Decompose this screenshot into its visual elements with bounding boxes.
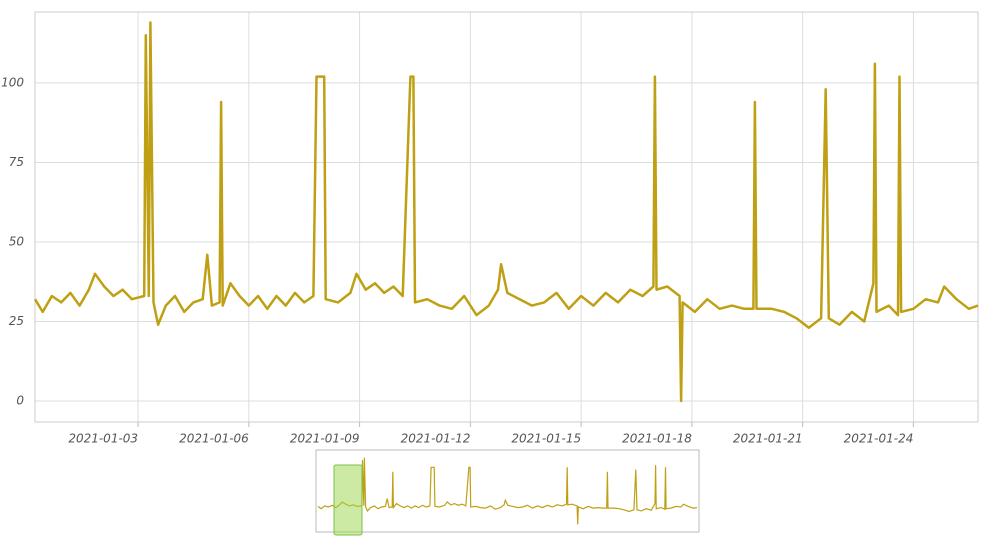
y-tick-label: 0 bbox=[16, 394, 24, 408]
x-tick-label: 2021-01-21 bbox=[733, 432, 803, 446]
y-tick-label: 75 bbox=[9, 155, 24, 169]
x-tick-label: 2021-01-12 bbox=[401, 432, 471, 446]
x-tick-label: 2021-01-15 bbox=[511, 432, 581, 446]
navigator bbox=[317, 457, 698, 525]
navigator-window[interactable] bbox=[333, 464, 363, 536]
x-tick-label: 2021-01-09 bbox=[290, 432, 360, 446]
y-tick-label: 25 bbox=[9, 314, 24, 328]
x-tick-label: 2021-01-06 bbox=[179, 432, 249, 446]
y-tick-label: 50 bbox=[9, 234, 25, 248]
x-tick-label: 2021-01-18 bbox=[622, 432, 692, 446]
navigator-frame bbox=[315, 449, 700, 533]
x-tick-label: 2021-01-24 bbox=[844, 432, 914, 446]
x-tick-label: 2021-01-03 bbox=[68, 432, 138, 446]
navigator-line bbox=[317, 457, 698, 525]
plot-frame bbox=[34, 11, 979, 423]
series-line bbox=[33, 21, 979, 403]
y-tick-label: 100 bbox=[1, 75, 24, 89]
series-group bbox=[33, 21, 979, 403]
